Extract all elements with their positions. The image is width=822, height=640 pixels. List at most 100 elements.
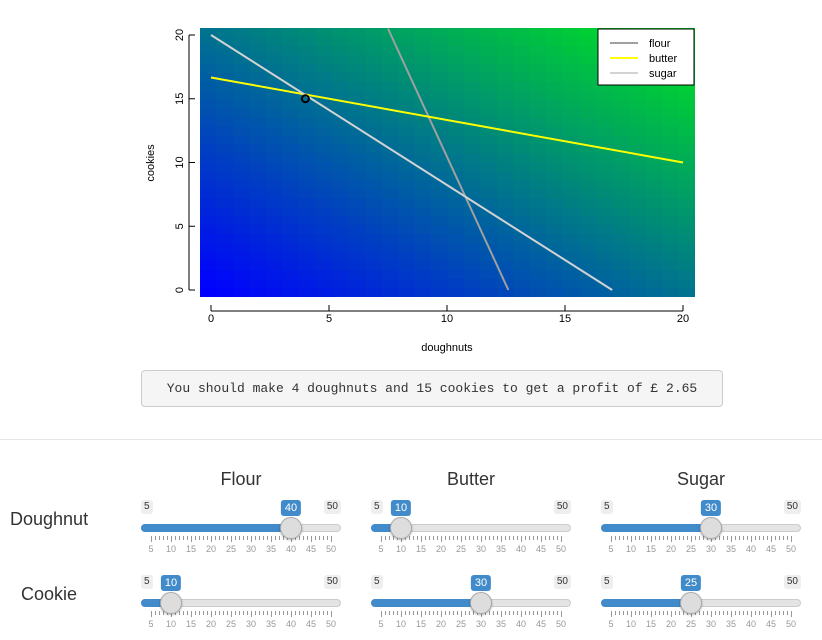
slider-grid-tick [279,611,280,615]
gradient-cell [398,36,416,47]
gradient-cell [530,225,548,235]
gradient-cell [678,261,695,271]
gradient-cell [365,108,383,119]
gradient-cell [414,45,432,56]
slider-cookie-butter[interactable]: 5 50 30 5 10 15 20 25 30 35 40 45 50 [371,575,571,633]
gradient-cell [332,288,350,297]
gradient-cell [348,180,366,190]
gradient-cell [365,180,383,190]
slider-grid-tick [299,611,300,615]
gradient-cell [546,252,564,262]
gradient-cell [365,189,383,199]
gradient-cell [563,54,581,65]
gradient-cell [315,180,333,190]
gradient-cell [530,63,548,74]
gradient-cell [398,252,416,262]
x-tick-label: 15 [559,313,571,325]
slider-grid-tick [461,611,462,617]
slider-grid-tick [615,536,616,540]
gradient-cell [299,225,317,235]
slider-doughnut-butter[interactable]: 5 50 10 5 10 15 20 25 30 35 40 45 50 [371,500,571,558]
slider-grid-tick [287,611,288,615]
gradient-cell [464,36,482,47]
gradient-cell [596,108,614,119]
gradient-cell [348,90,366,101]
slider-doughnut-sugar[interactable]: 5 50 30 5 10 15 20 25 30 35 40 45 50 [601,500,801,558]
slider-grid-tick [251,536,252,542]
slider-grid-tick [437,536,438,540]
gradient-cell [530,207,548,217]
slider-grid-tick [183,536,184,540]
gradient-cell [546,189,564,199]
slider-grid-tick [183,611,184,615]
slider-grid-tick [291,536,292,542]
gradient-cell [480,36,498,47]
gradient-cell [249,279,267,289]
gradient-cell [678,90,695,101]
gradient-cell [579,216,597,226]
gradient-cell [546,72,564,83]
gradient-cell [315,171,333,182]
gradient-cell [365,54,383,65]
slider-grid-tick [307,536,308,540]
gradient-cell [530,270,548,280]
slider-doughnut-flour[interactable]: 5 50 40 5 10 15 20 25 30 35 40 45 50 [141,500,341,558]
gradient-cell [216,162,234,173]
gradient-cell [431,81,449,92]
gradient-cell [497,144,515,155]
gradient-cell [579,36,597,47]
slider-cookie-flour[interactable]: 5 50 10 5 10 15 20 25 30 35 40 45 50 [141,575,341,633]
gradient-cell [447,270,465,280]
gradient-cell [579,117,597,128]
slider-grid-tick [739,536,740,540]
slider-grid-tick [405,611,406,615]
gradient-cell [629,252,647,262]
gradient-cell [332,135,350,146]
gradient-cell [629,126,647,137]
gradient-cell [579,72,597,83]
series-line-sugar [210,34,613,291]
slider-grid-tick [235,536,236,540]
slider-handle[interactable] [280,517,302,539]
gradient-cell [233,72,251,83]
gradient-cell [200,261,218,271]
slider-grid-tick [239,536,240,540]
slider-grid-tick [623,536,624,540]
gradient-cell [563,90,581,101]
slider-handle[interactable] [160,592,182,614]
gradient-cell [497,63,515,74]
gradient-cell [612,135,630,146]
slider-handle[interactable] [470,592,492,614]
gradient-cell [431,144,449,155]
gradient-cell [645,90,663,101]
gradient-cell [200,279,218,289]
gradient-cell [233,252,251,262]
gradient-cell [513,81,531,92]
slider-grid-tick [557,536,558,540]
slider-grid-label: 50 [555,619,567,629]
slider-handle[interactable] [680,592,702,614]
slider-grid-tick [731,536,732,542]
gradient-cell [266,153,284,164]
gradient-cell [365,126,383,137]
gradient-cell [546,180,564,190]
gradient-cell [431,243,449,253]
slider-grid-label: 45 [535,544,547,554]
gradient-cell [348,207,366,217]
gradient-cell [266,99,284,110]
gradient-cell [678,81,695,92]
slider-grid-tick [453,611,454,615]
gradient-cell [414,153,432,164]
gradient-cell [332,99,350,110]
slider-cookie-sugar[interactable]: 5 50 25 5 10 15 20 25 30 35 40 45 50 [601,575,801,633]
slider-handle[interactable] [390,517,412,539]
gradient-cell [447,225,465,235]
gradient-cell [398,117,416,128]
gradient-cell [464,198,482,208]
gradient-cell [431,54,449,65]
slider-handle[interactable] [700,517,722,539]
gradient-cell [546,261,564,271]
slider-grid-tick [327,536,328,540]
gradient-cell [662,207,680,217]
gradient-cell [414,135,432,146]
